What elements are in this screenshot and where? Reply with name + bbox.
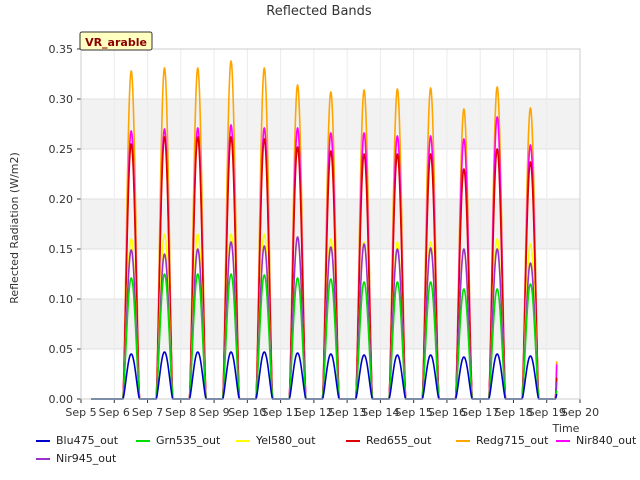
x-tick-label: Sep 19 <box>528 406 566 419</box>
legend-label: Nir840_out <box>576 434 637 447</box>
x-tick-label: Sep 14 <box>361 406 399 419</box>
x-tick-label: Sep 16 <box>428 406 466 419</box>
site-badge-box <box>79 31 153 51</box>
x-tick-label: Sep 10 <box>228 406 266 419</box>
x-tick-label: Sep 7 <box>132 406 163 419</box>
legend-label: Blu475_out <box>56 434 119 447</box>
site-badge-text: VR_arable <box>85 36 147 49</box>
legend-item: Red655_out <box>346 434 431 447</box>
grid-band <box>81 299 580 349</box>
legend-label: Yel580_out <box>256 434 316 447</box>
plot-frame <box>80 48 581 400</box>
y-tick-label: 0.20 <box>49 193 74 206</box>
y-tick-label: 0.15 <box>49 243 74 256</box>
legend-swatch <box>346 440 360 442</box>
legend-item: Grn535_out <box>136 434 220 447</box>
y-tick-label: 0.10 <box>49 293 74 306</box>
x-tick-label: Sep 20 <box>561 406 599 419</box>
series-group <box>80 48 581 400</box>
x-tick-label: Sep 13 <box>328 406 366 419</box>
x-tick-label: Sep 8 <box>165 406 196 419</box>
legend-label: Redg715_out <box>476 434 549 447</box>
y-tick-label: 0.05 <box>49 343 74 356</box>
x-tick-label: Sep 17 <box>461 406 499 419</box>
legend-swatch <box>556 440 570 442</box>
y-tick-label: 0.30 <box>49 93 74 106</box>
y-tick-label: 0.25 <box>49 143 74 156</box>
y-axis-ticks: 0.00 0.05 0.10 0.15 0.20 0.25 0.30 0.35 <box>49 43 81 406</box>
y-axis-label: Reflected Radiation (W/m2) <box>8 152 21 304</box>
legend-item: Nir945_out <box>36 452 116 465</box>
y-tick-label: 0.00 <box>49 393 74 406</box>
site-badge: VR_arable <box>79 31 153 51</box>
x-tick-label: Sep 9 <box>198 406 229 419</box>
legend-label: Nir945_out <box>56 452 117 465</box>
legend-swatch <box>236 440 250 442</box>
legend-item: Redg715_out <box>456 434 548 447</box>
y-tick-label: 0.35 <box>49 43 74 56</box>
legend-swatch <box>136 440 150 442</box>
x-tick-label: Sep 15 <box>395 406 433 419</box>
x-axis-label: Time <box>552 422 580 435</box>
legend-item: Yel580_out <box>236 434 316 447</box>
legend-item: Blu475_out <box>36 434 118 447</box>
x-tick-label: Sep 18 <box>494 406 532 419</box>
legend-swatch <box>36 458 50 460</box>
legend-swatch <box>36 440 50 442</box>
legend-item: Nir840_out <box>556 434 636 447</box>
legend-label: Grn535_out <box>156 434 221 447</box>
x-tick-label: Sep 11 <box>261 406 299 419</box>
chart-title: Reflected Bands <box>266 4 372 19</box>
x-tick-label: Sep 12 <box>295 406 333 419</box>
legend-label: Red655_out <box>366 434 432 447</box>
x-tick-label: Sep 6 <box>99 406 130 419</box>
legend-swatch <box>456 440 470 442</box>
x-tick-label: Sep 5 <box>65 406 96 419</box>
